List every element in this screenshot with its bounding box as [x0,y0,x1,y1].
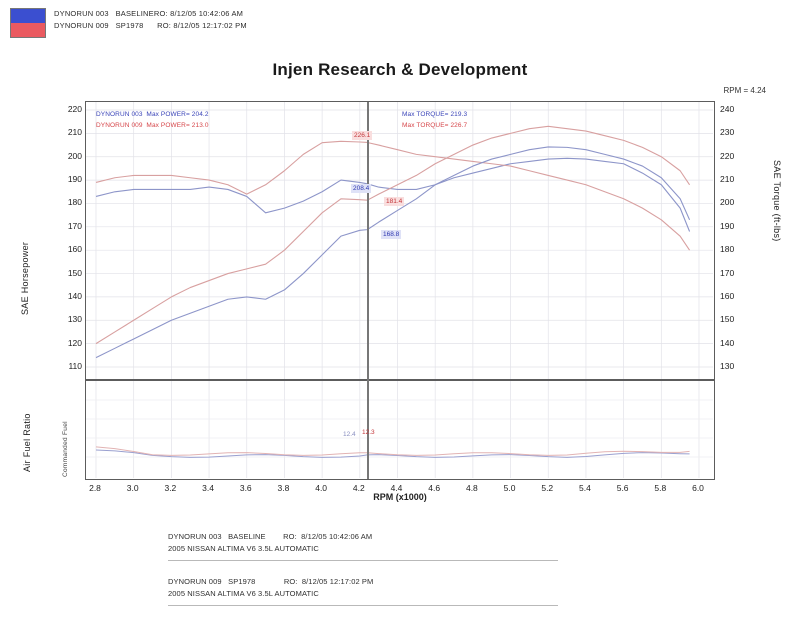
axis-tick: 140 [720,337,735,348]
cursor-value-afr-baseline: 12.4 [343,431,356,438]
cursor-value-torque-baseline: 208.4 [351,184,372,193]
chart-grid-and-curves [86,102,714,479]
axis-tick: 190 [67,174,82,185]
axis-tick: 190 [720,220,735,231]
axis-tick: 120 [67,337,82,348]
axis-tick: 230 [720,127,735,138]
annotation-max-power-baseline: DYNORUN 003 Max POWER= 204.2 [96,111,209,118]
axis-tick: 130 [720,361,735,371]
axis-tick: 5.6 [616,483,629,493]
x-axis-title: RPM (x1000) [373,492,427,502]
rpm-readout: RPM = 4.24 [723,86,766,95]
axis-tick: 200 [67,150,82,161]
axis-tick: 5.8 [654,483,667,493]
footer-run-003-line2: 2005 NISSAN ALTIMA V6 3.5L AUTOMATIC [168,544,319,553]
axis-tick: 4.0 [315,483,328,493]
cursor-value-power-baseline: 168.8 [381,230,402,239]
y-axis-right-ticks: 240 230 220 210 200 190 180 170 160 150 140 130 [720,101,760,380]
y-axis-lower-left-title: Air Fuel Ratio [22,413,32,472]
axis-tick: 180 [720,244,735,255]
axis-tick: 3.2 [164,483,177,493]
annotation-max-torque-sp1978: Max TORQUE= 226.7 [402,122,468,129]
axis-tick: 3.6 [239,483,252,493]
axis-tick: 5.0 [503,483,516,493]
cursor-line[interactable] [367,102,369,479]
y-axis-right-title: SAE Torque (ft-lbs) [772,160,782,242]
axis-tick: 130 [67,314,82,325]
page-title: Injen Research & Development [272,60,528,79]
axis-tick: 240 [720,104,735,114]
axis-tick: 4.8 [465,483,478,493]
axis-tick: 6.0 [692,483,704,493]
y-axis-lower-inner-title: Commanded Fuel [62,421,69,477]
panel-divider [86,379,714,381]
axis-tick: 5.2 [541,483,554,493]
legend-row-sp1978: DYNORUN 009 SP1978 RO: 8/12/05 12:17:02 … [54,21,247,30]
footer-divider-2 [168,605,558,606]
cursor-value-afr-sp1978: 12.3 [362,429,375,436]
annotation-max-torque-baseline: Max TORQUE= 219.3 [402,111,468,118]
cursor-value-torque-sp1978: 226.1 [352,131,373,140]
axis-tick: 220 [720,150,735,161]
axis-tick: 180 [67,197,82,208]
footer-run-009-line2: 2005 NISSAN ALTIMA V6 3.5L AUTOMATIC [168,589,319,598]
axis-tick: 110 [68,361,82,371]
footer-run-003-line1: DYNORUN 003 BASELINE RO: 8/12/05 10:42:0… [168,532,373,541]
axis-tick: 3.4 [202,483,214,493]
axis-tick: 4.4 [390,483,403,493]
legend-row-baseline: DYNORUN 003 BASELINERO: 8/12/05 10:42:06… [54,9,244,18]
y-axis-left-ticks: 220 210 200 190 180 170 160 150 140 130 120 110 [44,101,82,380]
legend-header: DYNORUN 003 BASELINERO: 8/12/05 10:42:06… [10,8,247,38]
axis-tick: 3.8 [277,483,290,493]
axis-tick: 210 [720,174,735,185]
dyno-chart-plot[interactable] [85,101,715,480]
axis-tick: 160 [67,244,82,255]
cursor-value-power-sp1978: 181.4 [384,197,405,206]
axis-tick: 4.2 [352,483,365,493]
footer-divider-1 [168,560,558,561]
footer-run-009-line1: DYNORUN 009 SP1978 RO: 8/12/05 12:17:02 … [168,577,374,586]
axis-tick: 150 [720,314,735,325]
axis-tick: 170 [67,220,82,231]
axis-tick: 3.0 [126,483,139,493]
axis-tick: 4.6 [428,483,441,493]
annotation-max-power-sp1978: DYNORUN 009 Max POWER= 213.0 [96,122,209,129]
axis-tick: 5.4 [579,483,591,493]
x-axis-ticks: 2.8 3.0 3.2 3.4 3.6 3.8 4.0 4.2 4.4 4.6 4.8 5.0 5.2 5… [85,483,715,497]
axis-tick: 140 [67,290,82,301]
axis-tick: 170 [720,267,735,278]
axis-tick: 2.8 [89,483,101,493]
axis-tick: 220 [67,104,82,114]
axis-tick: 160 [720,290,735,301]
y-axis-left-title: SAE Horsepower [20,241,30,315]
axis-tick: 210 [67,127,82,138]
axis-tick: 150 [67,267,82,278]
axis-tick: 200 [720,197,735,208]
legend-color-swatch [10,8,46,38]
